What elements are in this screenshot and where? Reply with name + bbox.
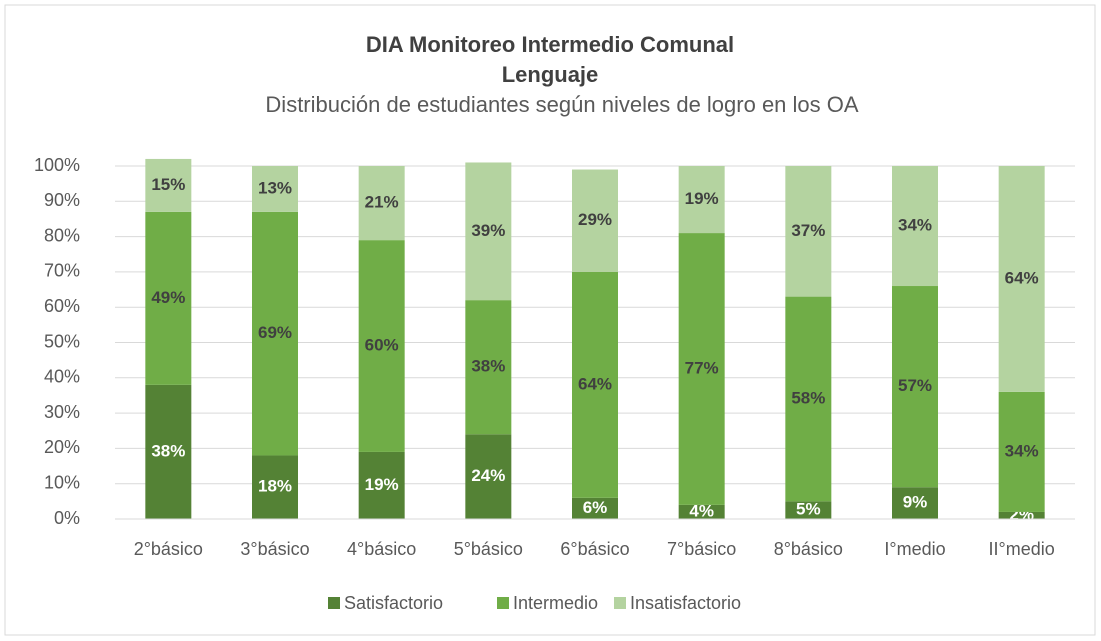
data-label: 38% xyxy=(151,441,185,460)
bar-segment xyxy=(998,166,1045,392)
bar-segment xyxy=(145,211,192,385)
y-tick-label: 40% xyxy=(44,367,80,387)
bar-segment xyxy=(252,211,298,456)
data-label: 6% xyxy=(583,498,608,517)
data-label: 19% xyxy=(365,475,399,494)
x-tick-label: II°medio xyxy=(989,539,1055,559)
y-tick-label: 30% xyxy=(44,402,80,422)
bar-segment xyxy=(145,384,192,519)
bar-segment xyxy=(145,158,192,212)
bar-segment xyxy=(572,497,618,519)
x-tick-label: 3°básico xyxy=(240,539,309,559)
legend-swatch xyxy=(328,597,340,609)
x-tick-label: 8°básico xyxy=(774,539,843,559)
y-tick-label: 20% xyxy=(44,437,80,457)
bar-segment xyxy=(358,451,405,519)
data-label: 4% xyxy=(689,501,714,520)
data-label: 21% xyxy=(365,193,399,212)
chart-title: DIA Monitoreo Intermedio Comunal xyxy=(366,32,734,57)
data-label: 58% xyxy=(791,388,825,407)
bar-segment xyxy=(252,455,298,519)
chart-description: Distribución de estudiantes según nivele… xyxy=(265,92,858,117)
x-tick-label: 2°básico xyxy=(134,539,203,559)
y-tick-label: 50% xyxy=(44,331,80,351)
bar-segment xyxy=(892,487,938,519)
bar-segment xyxy=(465,162,512,301)
bar-segment xyxy=(785,296,832,502)
y-tick-label: 70% xyxy=(44,261,80,281)
bar-segment xyxy=(678,504,725,519)
chart-subtitle: Lenguaje xyxy=(502,62,599,87)
x-tick-label: 6°básico xyxy=(560,539,629,559)
legend-swatch xyxy=(497,597,509,609)
data-label: 60% xyxy=(365,336,399,355)
y-tick-label: 60% xyxy=(44,296,80,316)
legend-swatch xyxy=(614,597,626,609)
y-tick-label: 100% xyxy=(34,155,80,175)
y-tick-label: 10% xyxy=(44,472,80,492)
x-tick-label: 5°básico xyxy=(454,539,523,559)
data-label: 57% xyxy=(898,376,932,395)
data-label: 24% xyxy=(471,466,505,485)
data-label: 77% xyxy=(685,358,719,377)
data-label: 18% xyxy=(258,477,292,496)
bar-segment xyxy=(572,169,618,272)
bar-segment xyxy=(678,233,725,505)
y-tick-label: 90% xyxy=(44,190,80,210)
y-tick-label: 80% xyxy=(44,225,80,245)
data-label: 69% xyxy=(258,323,292,342)
data-label: 34% xyxy=(898,215,932,234)
bar-segment xyxy=(892,166,938,287)
legend-label: Intermedio xyxy=(513,593,598,613)
bar-segment xyxy=(785,501,832,519)
data-label: 15% xyxy=(151,175,185,194)
bar-segment xyxy=(998,391,1045,512)
data-label: 19% xyxy=(685,189,719,208)
data-label: 64% xyxy=(578,374,612,393)
bar-segment xyxy=(572,271,618,498)
data-label: 37% xyxy=(791,221,825,240)
bar-segment xyxy=(678,166,725,234)
data-label: 34% xyxy=(1005,441,1039,460)
x-tick-label: I°medio xyxy=(884,539,945,559)
bar-segment xyxy=(998,511,1045,519)
data-label: 29% xyxy=(578,210,612,229)
x-tick-label: 7°básico xyxy=(667,539,736,559)
data-label: 5% xyxy=(796,500,821,519)
data-label: 13% xyxy=(258,178,292,197)
legend-label: Insatisfactorio xyxy=(630,593,741,613)
legend-label: Satisfactorio xyxy=(344,593,443,613)
data-label: 64% xyxy=(1005,268,1039,287)
bar-segment xyxy=(892,286,938,488)
bar-segment xyxy=(465,300,512,435)
bar-segment xyxy=(252,166,298,212)
bar-segment xyxy=(358,240,405,452)
bar-segment xyxy=(465,434,512,519)
bar-segment xyxy=(785,166,832,297)
data-label: 38% xyxy=(471,357,505,376)
y-tick-label: 0% xyxy=(54,508,80,528)
data-label: 39% xyxy=(471,221,505,240)
data-label: 9% xyxy=(903,493,928,512)
data-label: 49% xyxy=(151,288,185,307)
bar-segment xyxy=(358,166,405,241)
x-tick-label: 4°básico xyxy=(347,539,416,559)
